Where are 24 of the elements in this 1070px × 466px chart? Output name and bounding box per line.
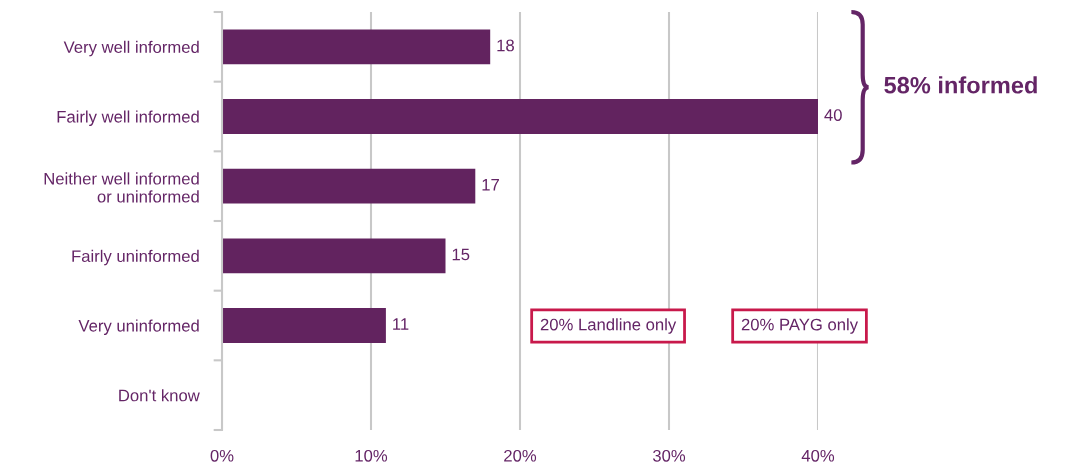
y-tick-label: Very uninformed bbox=[78, 319, 199, 335]
bar bbox=[222, 168, 476, 204]
y-tick-label: Fairly well informed bbox=[57, 110, 199, 126]
y-tick-label: Neither well informed or uninformed bbox=[44, 172, 199, 203]
annotation: 20% PAYG only bbox=[741, 318, 859, 334]
y-tick-label: Very well informed bbox=[63, 40, 199, 57]
annotation: 20% Landline only bbox=[540, 318, 677, 334]
data-label: 40 bbox=[824, 109, 842, 121]
x-tick-label: 0% bbox=[210, 449, 234, 462]
x-tick-label: 30% bbox=[652, 449, 686, 462]
bar bbox=[222, 308, 386, 343]
text: 58% informed bbox=[884, 76, 1037, 94]
y-tick-label: Don't know bbox=[119, 389, 200, 402]
data-label: 15 bbox=[452, 248, 470, 261]
data-label: 11 bbox=[393, 318, 409, 330]
bar bbox=[222, 99, 818, 134]
bar bbox=[222, 238, 446, 274]
x-tick-label: 10% bbox=[355, 449, 388, 462]
bar bbox=[222, 29, 491, 65]
y-tick-label: Fairly uninformed bbox=[72, 249, 199, 266]
data-label: 17 bbox=[482, 179, 499, 191]
x-tick-label: 20% bbox=[504, 449, 537, 462]
x-tick-label: 40% bbox=[801, 449, 835, 462]
data-label: 18 bbox=[497, 39, 514, 52]
